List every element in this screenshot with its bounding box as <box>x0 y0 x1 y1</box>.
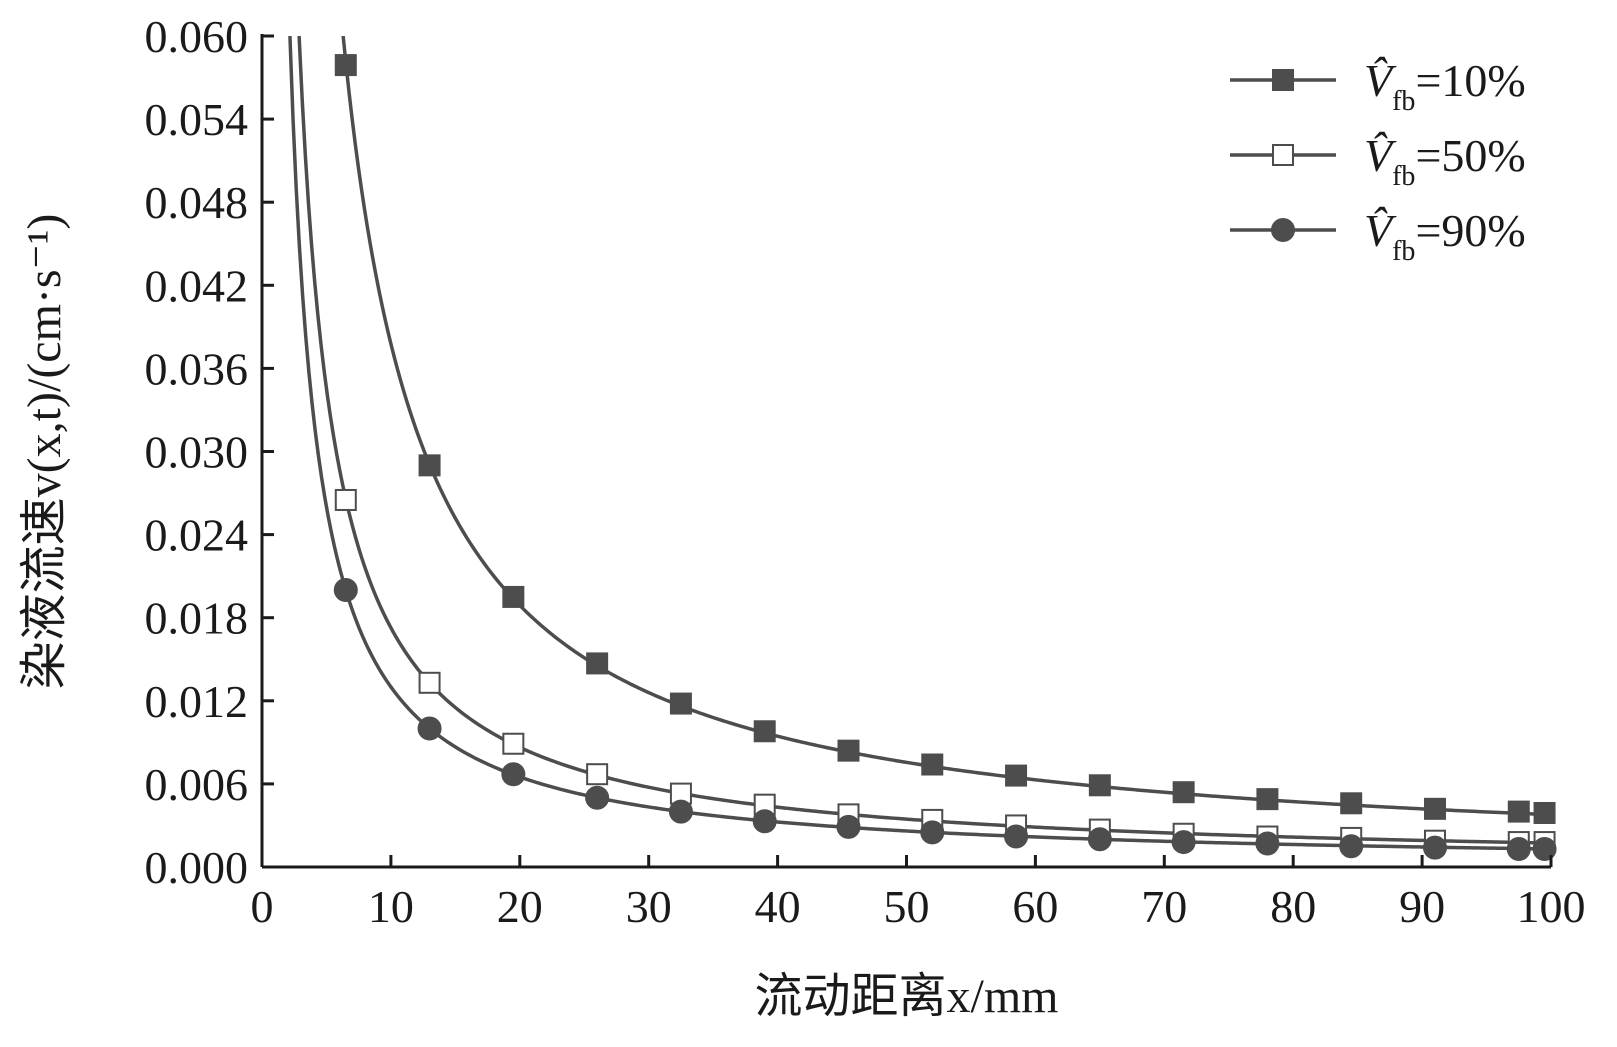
data-point-s1-4 <box>586 652 609 675</box>
data-point-s1-13 <box>1340 792 1363 815</box>
data-point-s1-1 <box>334 54 357 77</box>
y-tick-label: 0.036 <box>145 343 249 394</box>
y-tick-label: 0.030 <box>145 427 249 478</box>
data-point-s1-11 <box>1172 781 1195 804</box>
y-tick-label: 0.060 <box>145 11 249 62</box>
data-point-s3-2 <box>417 716 442 741</box>
data-point-s1-14 <box>1423 797 1446 820</box>
x-axis-title: 流动距离x/mm <box>754 970 1058 1023</box>
legend-marker <box>1272 69 1294 91</box>
legend-item-1: V̂fb=10% <box>1230 55 1526 117</box>
legend-label: V̂fb=10% <box>1364 55 1526 117</box>
data-point-s3-12 <box>1255 831 1280 856</box>
data-point-s3-15 <box>1506 836 1531 861</box>
data-point-s2-4 <box>586 763 609 786</box>
x-tick-label: 100 <box>1517 881 1586 932</box>
x-tick-label: 90 <box>1399 881 1445 932</box>
legend-marker <box>1272 144 1294 166</box>
data-point-s1-9 <box>1005 764 1028 787</box>
data-point-s1-7 <box>837 739 860 762</box>
x-tick-label: 80 <box>1270 881 1316 932</box>
y-tick-label: 0.000 <box>145 842 249 893</box>
x-tick-label: 10 <box>368 881 414 932</box>
y-tick-label: 0.042 <box>145 260 249 311</box>
x-tick-label: 30 <box>626 881 672 932</box>
y-tick-label: 0.024 <box>145 510 249 561</box>
legend: V̂fb=10% V̂fb=50% V̂fb=90% <box>1230 55 1526 267</box>
y-tick-label: 0.054 <box>145 94 249 145</box>
data-point-s3-13 <box>1339 834 1364 859</box>
axes <box>260 34 1551 869</box>
legend-label: V̂fb=50% <box>1364 130 1526 192</box>
data-point-s3-7 <box>836 814 861 839</box>
x-tick-label: 50 <box>884 881 930 932</box>
x-tick-label: 70 <box>1141 881 1187 932</box>
y-tick-label: 0.006 <box>145 759 249 810</box>
data-point-s1-10 <box>1088 774 1111 797</box>
x-tick-label: 60 <box>1012 881 1058 932</box>
data-point-s3-1 <box>333 578 358 602</box>
data-point-s1-2 <box>418 454 441 477</box>
data-point-s3-5 <box>668 799 693 824</box>
data-point-s2-2 <box>418 671 441 694</box>
x-axis-ticks: 0 10 20 30 40 50 60 70 80 90 100 <box>251 855 1586 932</box>
legend-marker <box>1271 218 1295 242</box>
y-axis-title: 染液流速v(x,t)/(cm·s⁻¹) <box>18 214 71 690</box>
data-point-s3-16 <box>1532 836 1557 861</box>
data-point-s1-16 <box>1533 801 1556 824</box>
data-point-s3-8 <box>920 820 945 845</box>
data-point-s3-11 <box>1171 830 1196 855</box>
x-tick-label: 40 <box>755 881 801 932</box>
y-tick-label: 0.012 <box>145 676 249 727</box>
y-tick-label: 0.018 <box>145 593 249 644</box>
data-point-s3-4 <box>585 785 610 810</box>
data-point-s1-3 <box>502 585 525 608</box>
data-point-s3-6 <box>752 809 777 834</box>
data-point-s3-3 <box>501 762 526 787</box>
legend-label: V̂fb=90% <box>1364 205 1526 267</box>
legend-item-2: V̂fb=50% <box>1230 130 1526 192</box>
data-point-s2-3 <box>502 732 525 755</box>
x-tick-label: 0 <box>251 881 274 932</box>
series-lines <box>288 36 1552 851</box>
legend-item-3: V̂fb=90% <box>1230 205 1526 267</box>
y-tick-label: 0.048 <box>145 177 249 228</box>
data-point-s3-10 <box>1087 827 1112 852</box>
data-point-s1-8 <box>921 753 944 776</box>
data-point-s1-12 <box>1256 788 1279 811</box>
data-point-s1-6 <box>753 720 776 743</box>
y-axis-ticks: 0.000 0.006 0.012 0.018 0.024 0.030 0.036 0.042… <box>145 11 274 893</box>
data-point-s3-14 <box>1422 835 1447 860</box>
series-markers <box>333 54 1557 861</box>
data-point-s2-1 <box>334 488 357 511</box>
x-tick-label: 20 <box>497 881 543 932</box>
data-point-s3-9 <box>1004 824 1029 849</box>
data-point-s1-5 <box>669 692 692 715</box>
data-point-s1-15 <box>1507 800 1530 823</box>
